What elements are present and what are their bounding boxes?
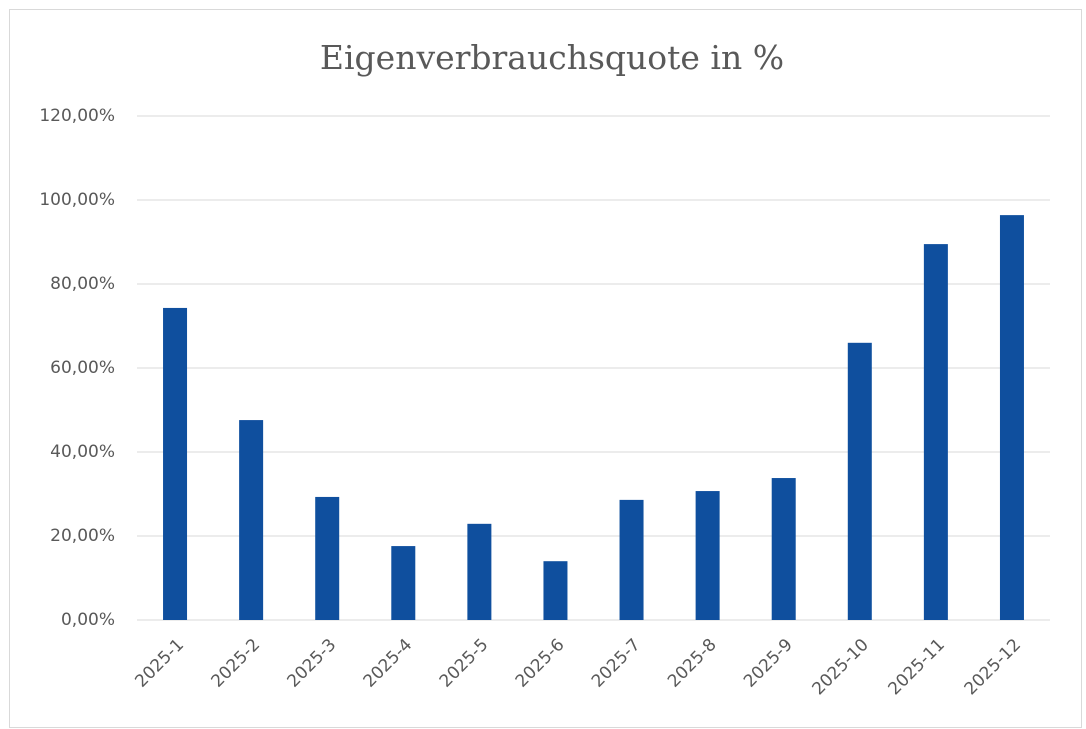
bar [163,307,188,620]
bar [315,496,340,620]
bar [619,499,644,620]
bar [467,523,492,620]
y-tick-label: 60,00% [50,358,115,378]
bar [695,491,720,620]
bar [771,478,796,620]
chart-title: Eigenverbrauchsquote in % [320,38,784,77]
y-tick-label: 20,00% [50,526,115,546]
bar [391,546,416,620]
bar [999,215,1024,620]
bar [847,342,872,620]
y-tick-label: 80,00% [50,274,115,294]
y-tick-label: 120,00% [39,106,115,126]
y-tick-label: 0,00% [61,610,115,630]
y-tick-label: 100,00% [39,190,115,210]
y-tick-label: 40,00% [50,442,115,462]
bar [923,244,948,620]
bar [239,420,264,620]
bar [543,561,568,620]
